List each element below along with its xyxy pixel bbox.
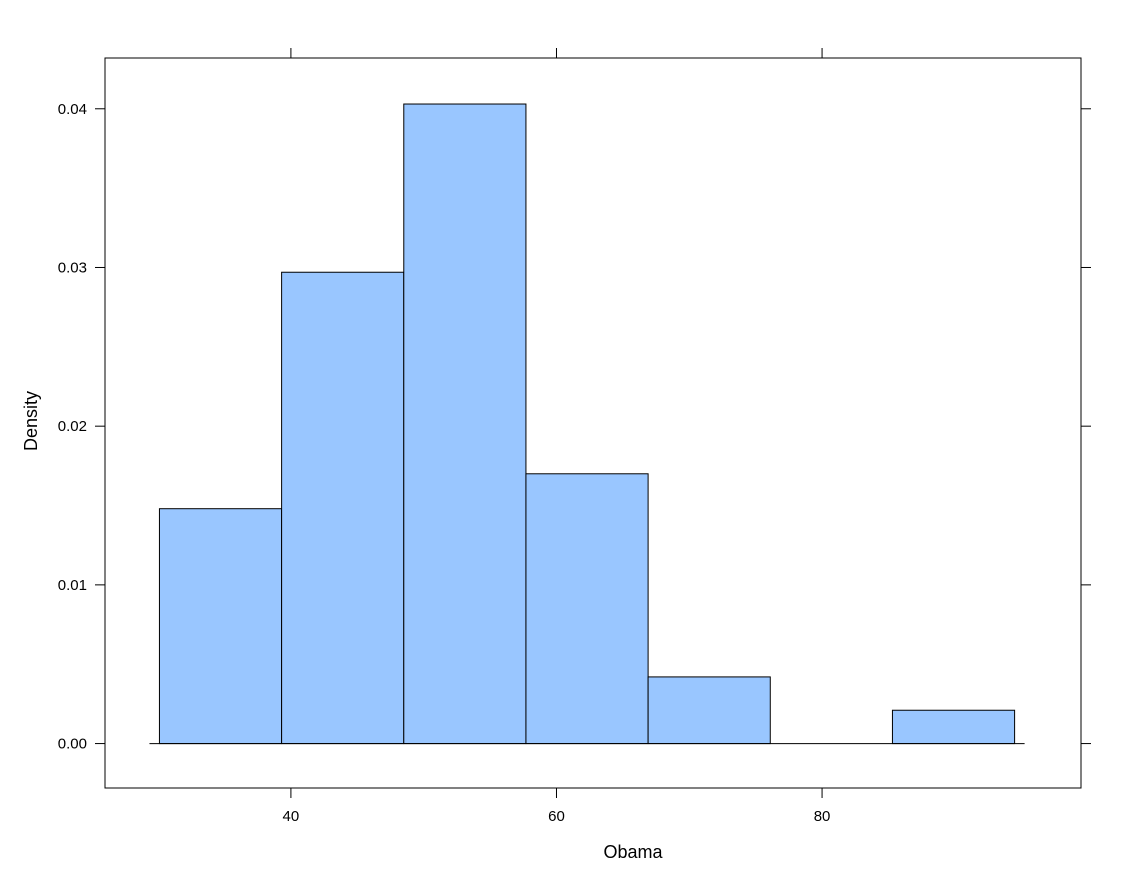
- y-axis: 0.00 0.01 0.02 0.03 0.04: [58, 101, 1091, 753]
- histogram-bar: [158, 508, 283, 745]
- y-tick-label: 0.03: [58, 259, 87, 276]
- histogram-bar: [403, 103, 527, 745]
- plot-panel-border: [104, 57, 1082, 789]
- y-tick-label: 0.04: [58, 101, 87, 118]
- x-axis: 40 60 80: [283, 48, 831, 825]
- x-tick-label: 40: [283, 808, 300, 825]
- x-axis-title: Obama: [603, 842, 663, 862]
- histogram-bar: [891, 709, 1016, 745]
- histogram-bar: [525, 473, 649, 745]
- histogram-bar: [281, 271, 405, 745]
- x-tick-label: 80: [814, 808, 831, 825]
- y-tick-label: 0.01: [58, 577, 87, 594]
- histogram-bars: [158, 103, 1016, 745]
- y-tick-label: 0.00: [58, 736, 87, 753]
- histogram-bar: [647, 676, 771, 745]
- y-axis-title: Density: [21, 391, 41, 451]
- x-tick-label: 60: [548, 808, 565, 825]
- y-tick-label: 0.02: [58, 418, 87, 435]
